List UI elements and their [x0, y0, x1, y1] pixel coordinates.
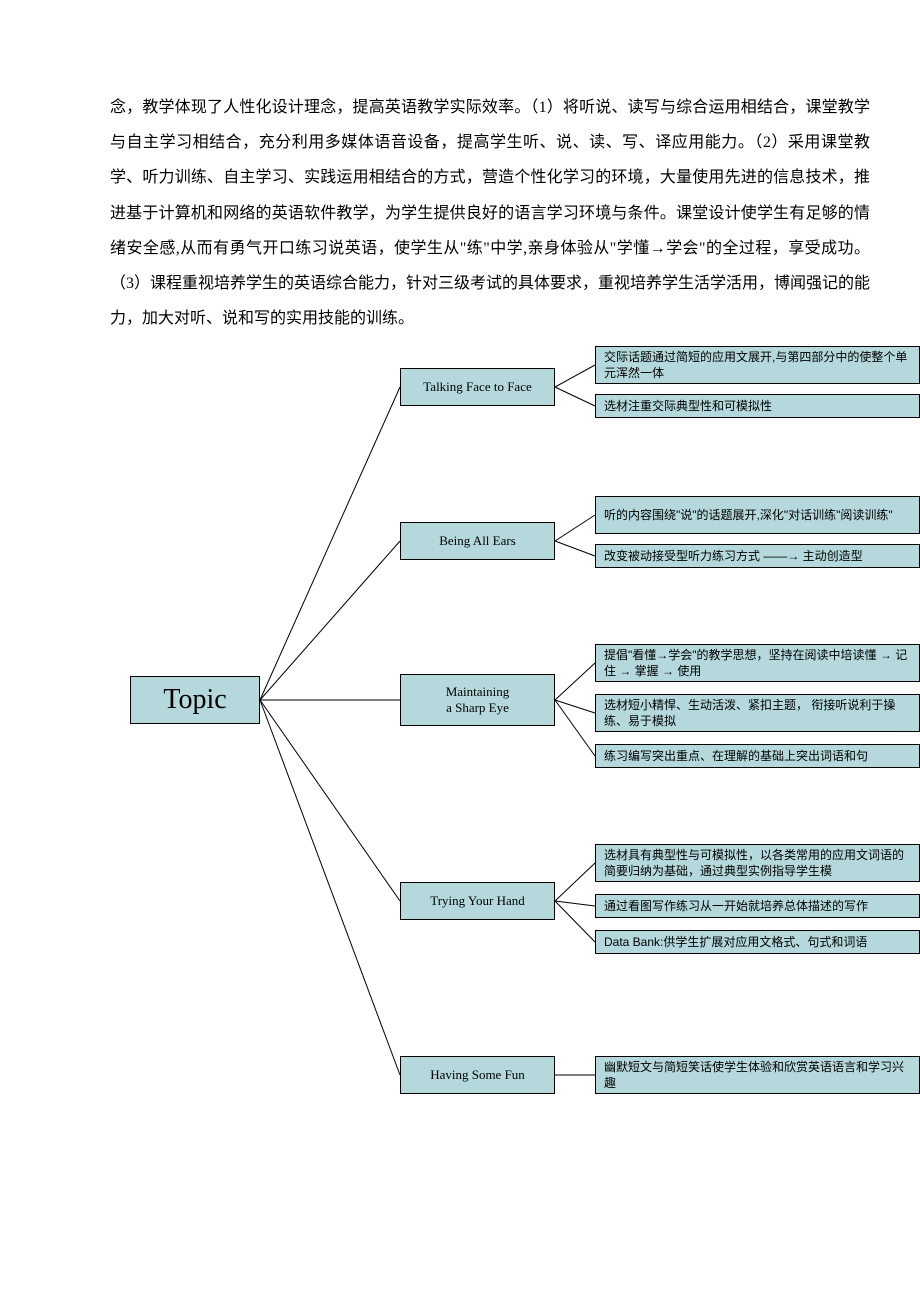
root-node: Topic	[130, 676, 260, 724]
leaf-b0-0: 交际话题通过简短的应用文展开,与第四部分中的使整个单元浑然一体	[595, 346, 920, 384]
leaf-b1-0: 听的内容围绕"说"的话题展开,深化"对话训练"阅读训练"	[595, 496, 920, 534]
branch-0: Talking Face to Face	[400, 368, 555, 406]
leaf-b3-2: Data Bank:供学生扩展对应用文格式、句式和词语	[595, 930, 920, 954]
branch-1: Being All Ears	[400, 522, 555, 560]
leaf-b0-1: 选材注重交际典型性和可模拟性	[595, 394, 920, 418]
topic-diagram: Topic Talking Face to Face Being All Ears M…	[0, 346, 920, 1186]
leaf-b1-1: 改变被动接受型听力练习方式 ——→ 主动创造型	[595, 544, 920, 568]
leaf-b2-0: 提倡"看懂→学会"的教学思想，坚持在阅读中培读懂 → 记住 → 掌握 → 使用	[595, 644, 920, 682]
leaf-b2-2: 练习编写突出重点、在理解的基础上突出词语和句	[595, 744, 920, 768]
branch-2: Maintaininga Sharp Eye	[400, 674, 555, 726]
intro-paragraph: 念，教学体现了人性化设计理念，提高英语教学实际效率。（1）将听说、读写与综合运用…	[110, 90, 870, 336]
leaf-b4-0: 幽默短文与简短笑话使学生体验和欣赏英语语言和学习兴趣	[595, 1056, 920, 1094]
branch-4: Having Some Fun	[400, 1056, 555, 1094]
leaf-b3-0: 选材具有典型性与可模拟性，以各类常用的应用文词语的简要归纳为基础，通过典型实例指…	[595, 844, 920, 882]
leaf-b2-1: 选材短小精悍、生动活泼、紧扣主题， 衔接听说利于操练、易于模拟	[595, 694, 920, 732]
leaf-b3-1: 通过看图写作练习从一开始就培养总体描述的写作	[595, 894, 920, 918]
branch-3: Trying Your Hand	[400, 882, 555, 920]
